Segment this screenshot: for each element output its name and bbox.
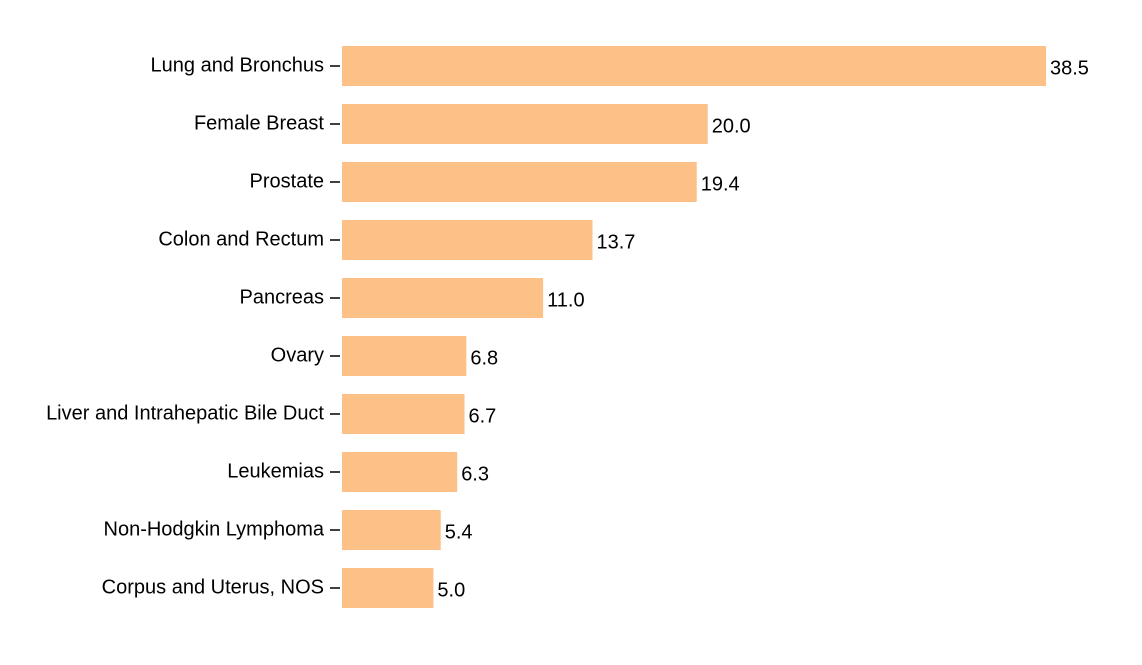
bars-group: [342, 46, 1046, 608]
value-label: 11.0: [547, 289, 584, 311]
value-label: 20.0: [712, 115, 751, 137]
category-label: Liver and Intrahepatic Bile Duct: [46, 402, 324, 424]
bar: [342, 510, 441, 550]
value-label: 6.8: [470, 347, 498, 369]
value-label: 6.7: [469, 405, 497, 427]
bar: [342, 46, 1046, 86]
value-label: 6.3: [461, 463, 489, 485]
value-label: 38.5: [1050, 57, 1089, 79]
bar: [342, 568, 434, 608]
category-label: Leukemias: [227, 460, 324, 482]
value-labels-group: 38.5 20.0 19.4 13.7 11.0 6.8 6.7 6.3 5.4 5.0: [437, 57, 1089, 601]
category-label: Female Breast: [194, 112, 324, 134]
category-label: Pancreas: [240, 286, 325, 308]
category-label: Prostate: [250, 170, 324, 192]
bar: [342, 452, 458, 492]
category-label: Ovary: [271, 344, 324, 366]
bar: [342, 278, 544, 318]
category-label: Colon and Rectum: [158, 228, 324, 250]
category-label: Non-Hodgkin Lymphoma: [104, 518, 325, 540]
bar: [342, 104, 708, 144]
bar: [342, 394, 465, 434]
value-label: 19.4: [701, 173, 740, 195]
y-axis: Lung and Bronchus Female Breast Prostate Co…: [46, 54, 340, 598]
value-label: 13.7: [597, 231, 636, 253]
bar: [342, 162, 697, 202]
category-label: Lung and Bronchus: [151, 54, 324, 76]
value-label: 5.4: [445, 521, 473, 543]
category-label: Corpus and Uterus, NOS: [102, 576, 324, 598]
bar: [342, 336, 467, 376]
value-label: 5.0: [437, 579, 465, 601]
bar: [342, 220, 593, 260]
